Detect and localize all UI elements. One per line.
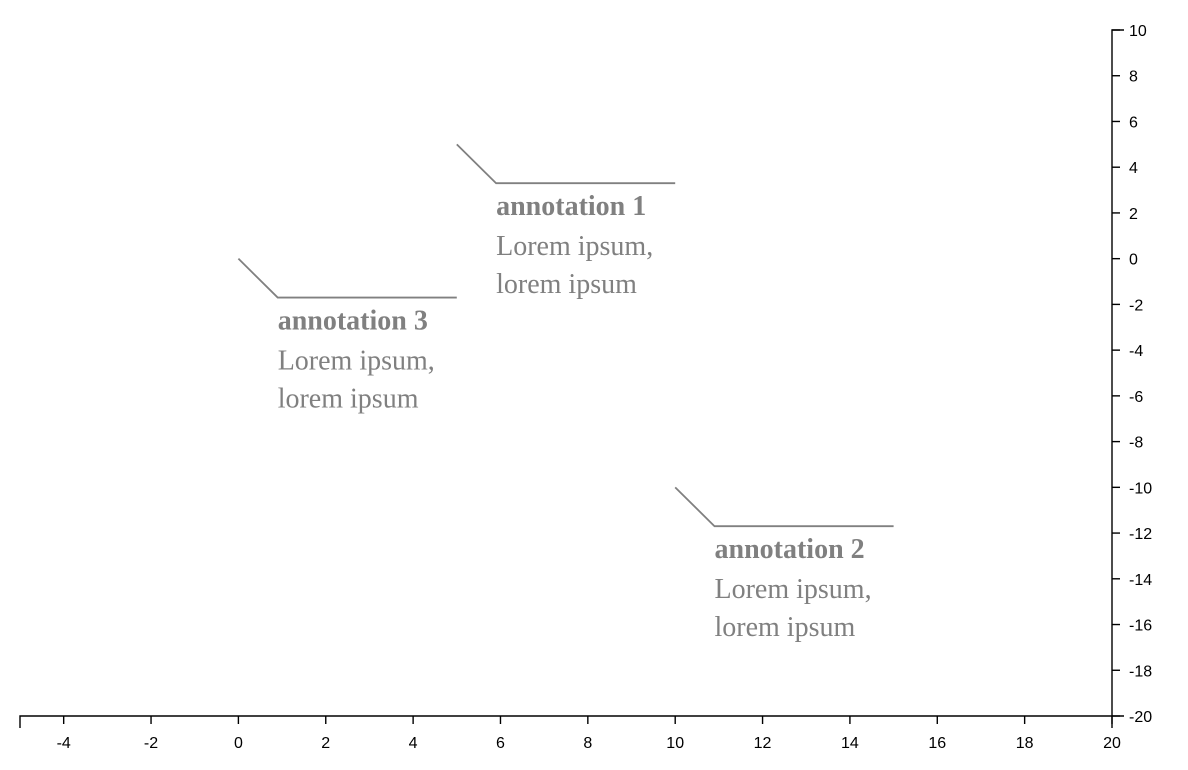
annotation-title: annotation 1: [496, 191, 646, 222]
y-tick-label: -4: [1129, 343, 1143, 360]
annotation-connector: [237, 258, 457, 299]
x-tick-label: 10: [666, 735, 684, 752]
y-tick-label: -6: [1129, 389, 1143, 406]
y-tick-label: -8: [1129, 435, 1143, 452]
annotation-label: lorem ipsum: [278, 384, 419, 415]
x-tick-label: 16: [928, 735, 946, 752]
x-tick-label: 18: [1016, 735, 1034, 752]
annotation-label: Lorem ipsum,: [496, 231, 653, 262]
x-tick-label: 4: [409, 735, 418, 752]
x-axis: -4 -2 0 2 4 6 8 10 12 14 16 18 20: [19, 715, 1121, 752]
x-tick-label: 0: [234, 735, 243, 752]
x-axis-line: [19, 715, 1113, 728]
y-axis-line: [1111, 29, 1124, 717]
annotation-label: lorem ipsum: [496, 269, 637, 300]
y-tick-label: -12: [1129, 526, 1152, 543]
y-tick-label: 8: [1129, 69, 1138, 86]
y-tick-label: -16: [1129, 618, 1152, 635]
y-tick-label: 0: [1129, 252, 1138, 269]
annotation-connector: [674, 486, 894, 528]
y-tick-label: -10: [1129, 480, 1152, 497]
annotation-connector: [456, 143, 676, 185]
x-tick-label: 20: [1103, 735, 1121, 752]
y-axis: 10 8 6 4 2 0 -2 -4 -6 -8 -10 -12 -14 -16 -18 -20: [1111, 23, 1152, 726]
annotation-2: annotation 2 Lorem ipsum, lorem ipsum: [674, 486, 894, 643]
y-tick-label: 6: [1129, 114, 1138, 131]
y-tick-label: -14: [1129, 572, 1152, 589]
annotation-label: Lorem ipsum,: [278, 346, 435, 377]
x-tick-label: 2: [321, 735, 330, 752]
x-tick-label: -4: [57, 735, 71, 752]
x-tick-label: -2: [144, 735, 158, 752]
x-tick-label: 8: [583, 735, 592, 752]
annotation-title: annotation 3: [278, 306, 428, 337]
y-tick-label: -18: [1129, 663, 1152, 680]
annotation-label: Lorem ipsum,: [715, 574, 872, 605]
y-tick-label: 4: [1129, 160, 1138, 177]
y-tick-label: 10: [1129, 23, 1147, 40]
y-tick-label: -20: [1129, 709, 1152, 726]
annotation-label: lorem ipsum: [715, 612, 856, 643]
y-tick-label: -2: [1129, 297, 1143, 314]
x-tick-label: 14: [841, 735, 859, 752]
x-tick-label: 6: [496, 735, 505, 752]
annotation-1: annotation 1 Lorem ipsum, lorem ipsum: [456, 143, 676, 300]
x-tick-label: 12: [754, 735, 772, 752]
annotation-3: annotation 3 Lorem ipsum, lorem ipsum: [237, 258, 457, 415]
annotation-title: annotation 2: [715, 534, 865, 565]
y-tick-label: 2: [1129, 206, 1138, 223]
